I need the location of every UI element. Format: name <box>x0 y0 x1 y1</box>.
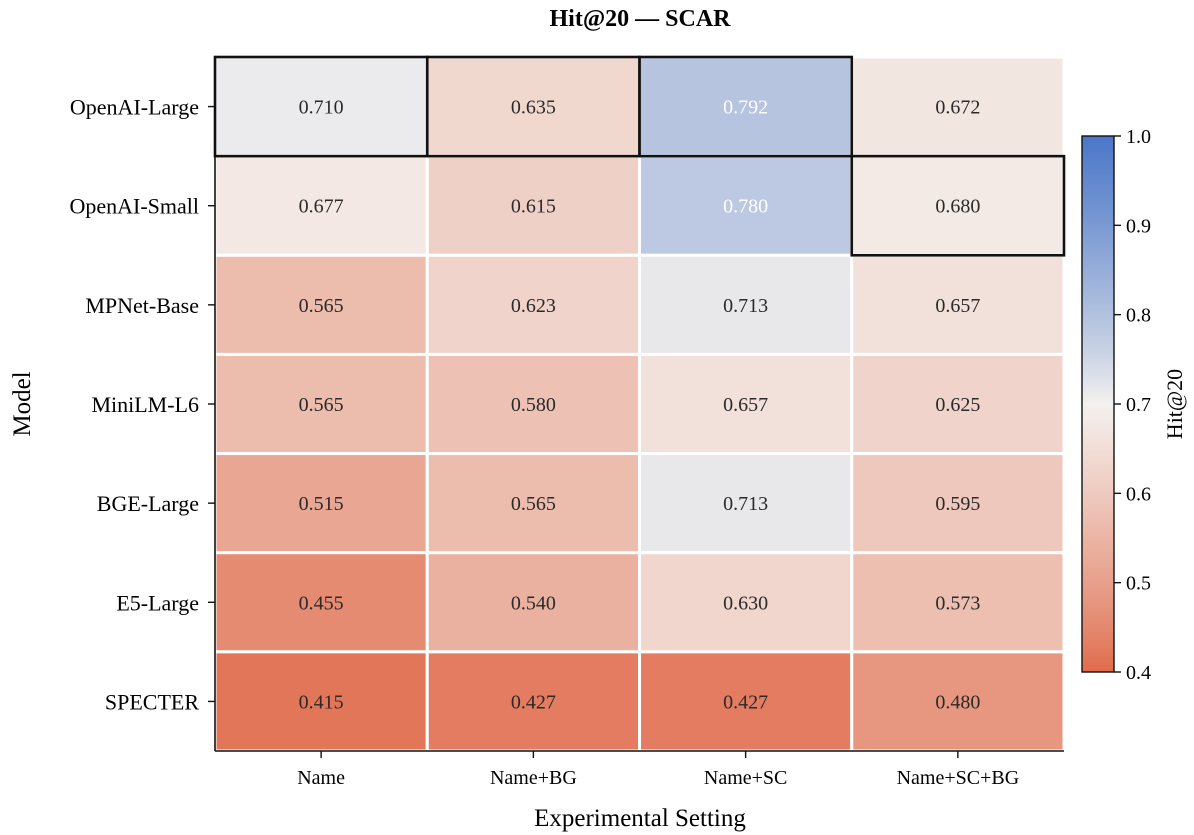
heatmap-cell <box>213 551 429 654</box>
y-tick-label: SPECTER <box>105 689 199 714</box>
x-tick-label: Name+SC <box>704 767 788 789</box>
cell-value-label: 0.540 <box>511 592 556 614</box>
cell-value-label: 0.677 <box>299 196 344 218</box>
cell-value-label: 0.565 <box>511 493 556 515</box>
cell-value-label: 0.623 <box>511 295 556 317</box>
heatmap-cell <box>850 452 1066 555</box>
heatmap-cells <box>213 55 1066 753</box>
colorbar-tick-label: 0.6 <box>1126 483 1151 505</box>
heatmap-cell <box>213 55 429 158</box>
cell-value-label: 0.565 <box>299 394 344 416</box>
cell-value-label: 0.415 <box>299 691 344 713</box>
y-tick-label: OpenAI-Large <box>70 95 199 120</box>
chart-title: Hit@20 — SCAR <box>550 6 732 32</box>
heatmap-cell <box>850 352 1066 456</box>
cell-value-label: 0.565 <box>299 295 344 317</box>
y-axis-ticks: OpenAI-Large OpenAI-Small MPNet-Base MiniLM… <box>69 95 215 714</box>
heatmap-cell <box>638 452 854 555</box>
heatmap-cell <box>638 650 854 753</box>
cell-value-label: 0.595 <box>935 493 980 515</box>
heatmap-cell <box>425 551 641 654</box>
colorbar-label: Hit@20 <box>1162 369 1187 439</box>
y-tick-label: BGE-Large <box>97 491 199 516</box>
colorbar-ticks: 0.4 0.5 0.6 0.7 0.8 0.9 1.0 <box>1114 126 1151 684</box>
cell-value-label: 0.780 <box>723 196 768 218</box>
heatmap-cell <box>850 650 1066 753</box>
colorbar-tick-label: 1.0 <box>1126 126 1151 148</box>
y-tick-label: E5-Large <box>116 590 199 615</box>
best-cell-border <box>638 55 854 158</box>
x-tick-label: Name+SC+BG <box>897 767 1020 789</box>
heatmap-cell <box>425 452 641 555</box>
cell-value-label: 0.657 <box>723 394 768 416</box>
cell-value-label: 0.792 <box>723 97 768 119</box>
colorbar-tick-label: 0.4 <box>1126 662 1151 684</box>
cell-value-label: 0.680 <box>935 196 980 218</box>
heatmap-cell <box>850 55 1066 158</box>
cell-value-label: 0.515 <box>299 493 344 515</box>
heatmap-cell <box>850 253 1066 356</box>
heatmap-cell <box>638 551 854 654</box>
x-axis-ticks: Name Name+BG Name+SC Name+SC+BG <box>297 751 1019 789</box>
cell-value-label: 0.625 <box>935 394 980 416</box>
cell-value-label: 0.672 <box>935 97 980 119</box>
x-axis-label: Experimental Setting <box>534 805 746 832</box>
y-axis-label: Model <box>9 371 36 436</box>
cell-value-label: 0.635 <box>511 97 556 119</box>
x-tick-label: Name <box>297 767 345 789</box>
colorbar-gradient <box>1081 135 1115 673</box>
y-tick-label: MiniLM-L6 <box>91 392 199 417</box>
colorbar-tick-label: 0.9 <box>1126 215 1151 237</box>
cell-value-label: 0.427 <box>723 691 768 713</box>
cell-value-label: 0.580 <box>511 394 556 416</box>
cell-value-label: 0.710 <box>299 97 344 119</box>
y-tick-label: OpenAI-Small <box>69 194 199 219</box>
colorbar: 0.4 0.5 0.6 0.7 0.8 0.9 1.0 Hit@20 <box>1081 126 1187 684</box>
cell-value-label: 0.615 <box>511 196 556 218</box>
cell-value-label: 0.480 <box>935 691 980 713</box>
heatmap-cell-labels: 0.710 0.635 0.792 0.672 0.677 0.615 0.780 0.680… <box>299 97 981 714</box>
colorbar-tick-label: 0.7 <box>1126 394 1151 416</box>
heatmap-cell <box>850 551 1066 654</box>
heatmap-cell <box>425 352 641 456</box>
colorbar-tick-label: 0.8 <box>1126 305 1151 327</box>
cell-value-label: 0.427 <box>511 691 556 713</box>
heatmap-cell <box>425 253 641 356</box>
cell-value-label: 0.713 <box>723 295 768 317</box>
best-cell-border <box>850 154 1066 257</box>
cell-value-label: 0.657 <box>935 295 980 317</box>
cell-value-label: 0.455 <box>299 592 344 614</box>
heatmap-cell <box>425 154 641 257</box>
cell-value-label: 0.573 <box>935 592 980 614</box>
cell-value-label: 0.630 <box>723 592 768 614</box>
colorbar-tick-label: 0.5 <box>1126 573 1151 595</box>
y-tick-label: MPNet-Base <box>85 293 199 318</box>
cell-value-label: 0.713 <box>723 493 768 515</box>
heatmap-cell <box>425 55 641 158</box>
x-tick-label: Name+BG <box>490 767 577 789</box>
